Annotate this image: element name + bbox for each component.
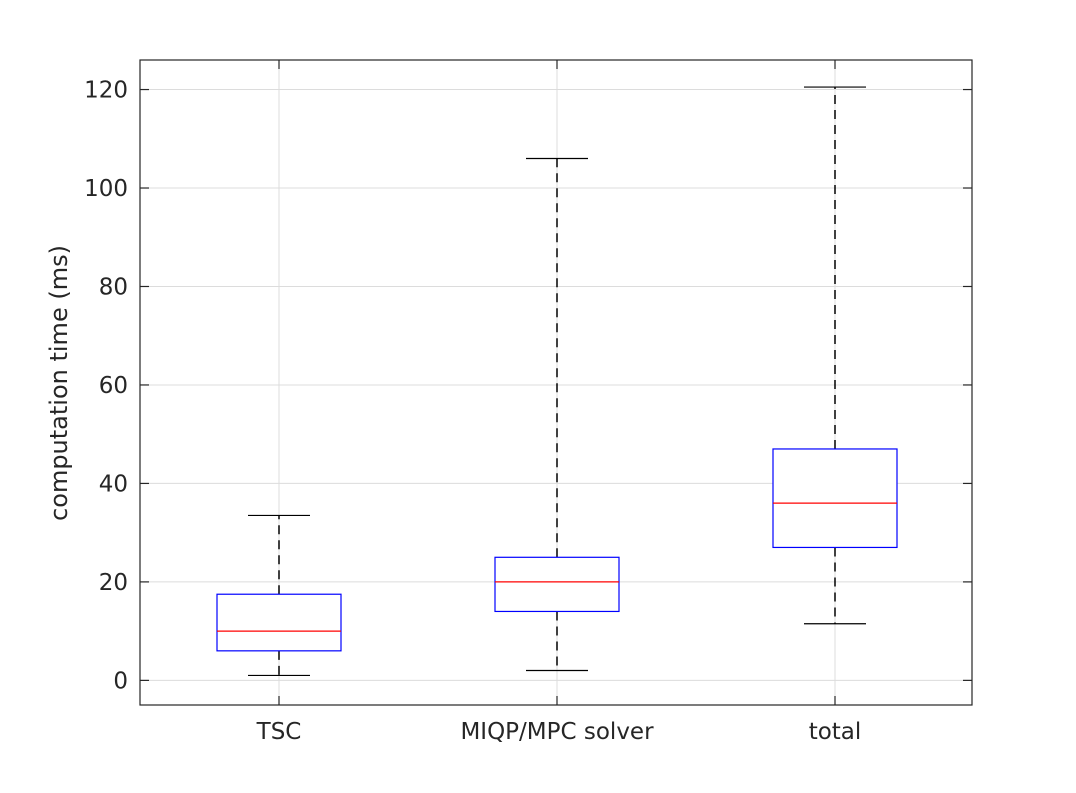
plot-frame [139,59,973,706]
y-tick-label: 40 [99,471,128,497]
tick-layer: 0 20 40 60 80 100 120 TSC MIQP/MPC solver total [84,60,972,745]
box-iqr [494,556,620,613]
x-tick-label: MIQP/MPC solver [460,719,654,745]
y-tick-label: 100 [84,176,128,202]
y-tick-label: 60 [99,373,128,399]
box-group [772,86,898,625]
box-layer [216,86,898,677]
y-tick-label: 80 [99,274,128,300]
box-group [216,514,342,677]
y-tick-label: 0 [113,668,128,694]
y-tick-label: 120 [84,78,128,104]
y-tick-label: 20 [99,570,128,596]
box-iqr [216,593,342,652]
y-axis-label: computation time (ms) [45,245,73,521]
box-group [494,157,620,672]
box-iqr [772,448,898,549]
x-tick-label: total [809,719,862,745]
x-tick-label: TSC [256,719,302,745]
